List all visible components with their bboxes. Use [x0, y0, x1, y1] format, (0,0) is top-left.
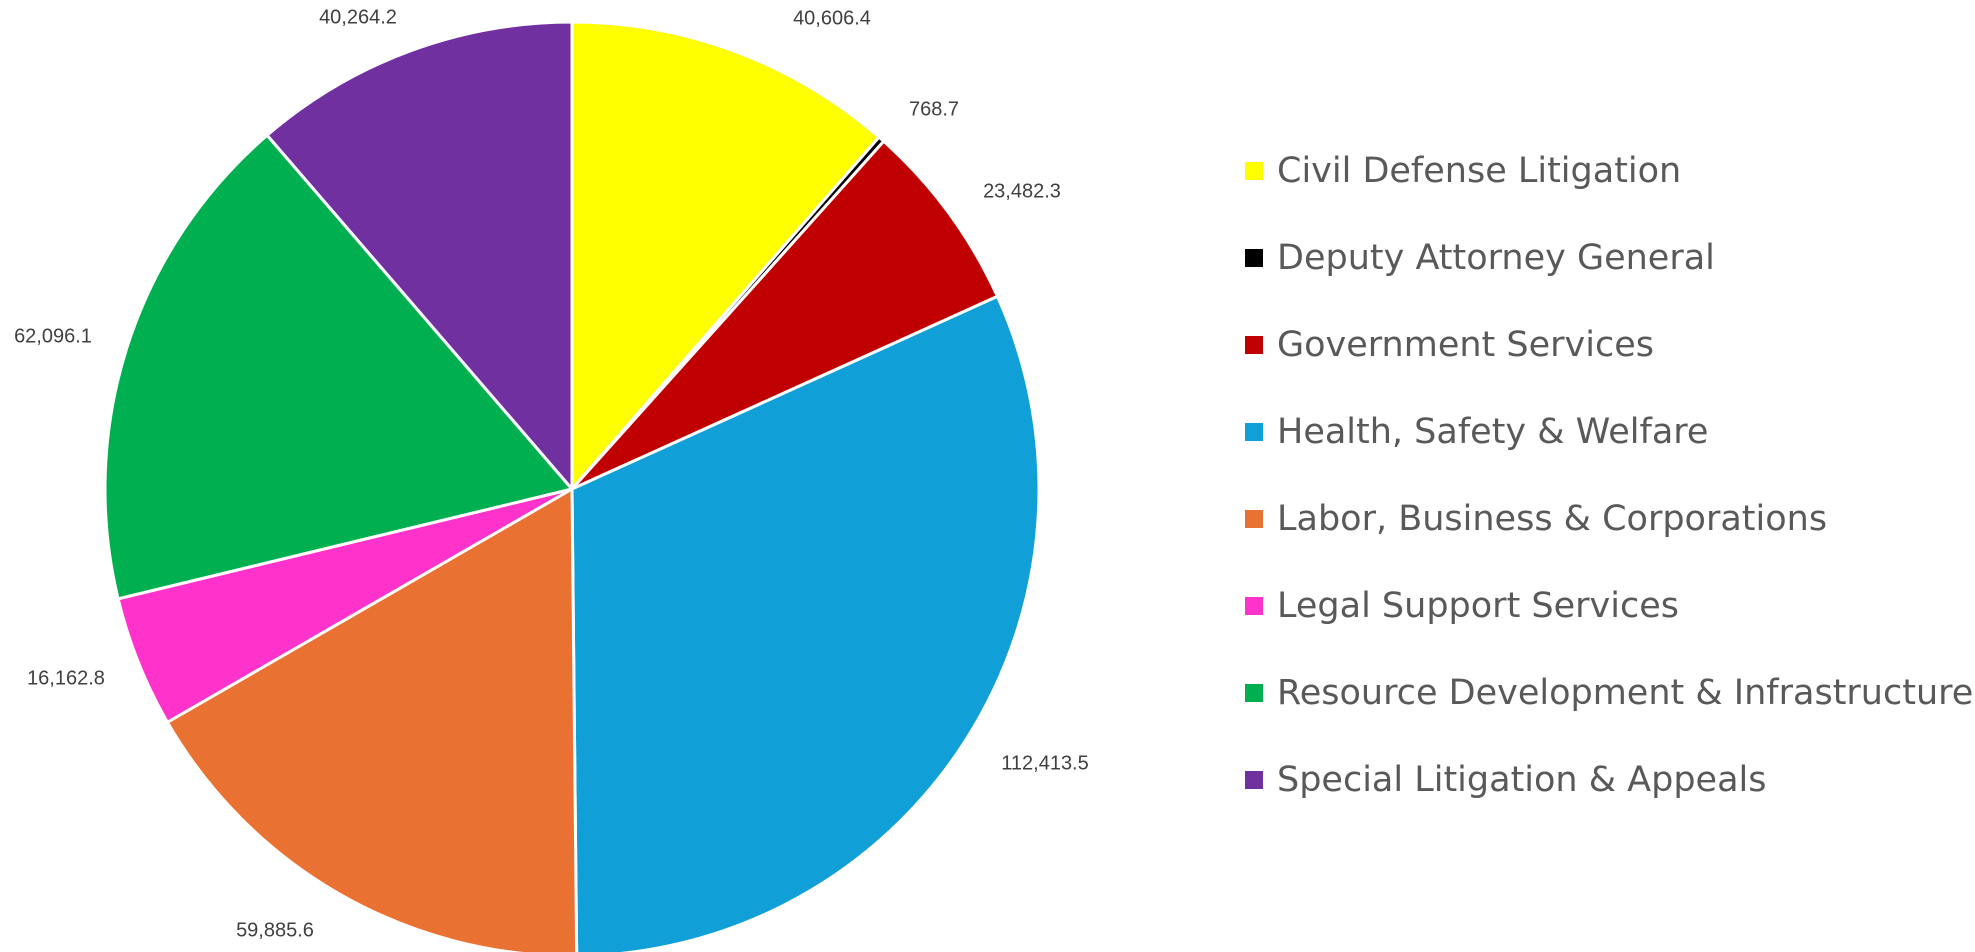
data-label: 59,885.6	[236, 919, 314, 941]
legend-label: Labor, Business & Corporations	[1277, 498, 1828, 539]
data-label: 40,606.4	[793, 7, 871, 29]
data-label: 16,162.8	[27, 667, 105, 689]
data-label: 768.7	[909, 98, 959, 120]
legend-swatch	[1245, 422, 1263, 441]
legend-label: Resource Development & Infrastructure	[1277, 672, 1974, 713]
pie-slice-health-safety-welfare	[570, 294, 1041, 952]
data-label: 112,413.5	[1001, 752, 1089, 774]
legend-label: Legal Support Services	[1277, 585, 1680, 626]
legend-swatch	[1245, 683, 1263, 702]
legend-item: Resource Development & Infrastructure	[1245, 649, 1973, 736]
pie-slices	[103, 20, 1041, 952]
data-labels: 40,606.4 768.7 23,482.3 112,413.5 59,885.6 16…	[14, 6, 1089, 941]
legend-label: Deputy Attorney General	[1277, 237, 1715, 278]
pie-slice-government-services	[570, 139, 999, 491]
legend-item: Special Litigation & Appeals	[1245, 736, 1973, 823]
legend-label: Special Litigation & Appeals	[1277, 759, 1767, 800]
legend-item: Government Services	[1245, 301, 1973, 388]
legend-item: Health, Safety & Welfare	[1245, 388, 1973, 475]
legend-item: Labor, Business & Corporations	[1245, 475, 1973, 562]
legend-swatch	[1245, 161, 1263, 180]
legend-item: Deputy Attorney General	[1245, 214, 1973, 301]
pie-slice-resource-development-infrastructure	[103, 133, 574, 601]
legend-swatch	[1245, 509, 1263, 528]
data-label: 23,482.3	[983, 180, 1061, 202]
pie-slice-labor-business-corporations	[165, 487, 579, 952]
legend: Civil Defense Litigation Deputy Attorney …	[1245, 127, 1973, 823]
legend-swatch	[1245, 335, 1263, 354]
pie-slice-special-litigation-appeals	[265, 20, 574, 491]
legend-item: Legal Support Services	[1245, 562, 1973, 649]
legend-label: Health, Safety & Welfare	[1277, 411, 1709, 452]
legend-swatch	[1245, 248, 1263, 267]
data-label: 62,096.1	[14, 325, 92, 347]
legend-swatch	[1245, 596, 1263, 615]
legend-label: Civil Defense Litigation	[1277, 150, 1682, 191]
data-label: 40,264.2	[319, 6, 397, 28]
legend-swatch	[1245, 770, 1263, 789]
pie-slice-civil-defense-litigation	[570, 20, 881, 491]
legend-label: Government Services	[1277, 324, 1654, 365]
legend-item: Civil Defense Litigation	[1245, 127, 1973, 214]
